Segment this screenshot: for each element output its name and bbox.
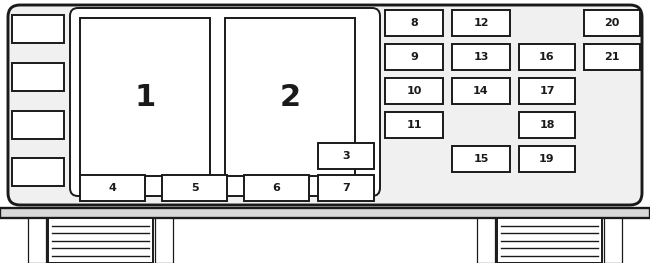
Bar xyxy=(162,175,227,201)
Bar xyxy=(48,218,153,263)
Bar xyxy=(477,218,495,263)
Bar xyxy=(80,18,210,176)
Text: 5: 5 xyxy=(190,183,198,193)
Bar xyxy=(497,218,602,263)
Text: 9: 9 xyxy=(410,52,418,62)
Text: 8: 8 xyxy=(410,18,418,28)
Text: 2: 2 xyxy=(280,83,300,112)
FancyBboxPatch shape xyxy=(8,5,642,205)
Bar xyxy=(452,44,510,70)
Bar xyxy=(519,112,575,138)
Text: 12: 12 xyxy=(473,18,489,28)
Bar xyxy=(519,146,575,172)
Text: 6: 6 xyxy=(272,183,280,193)
Bar xyxy=(0,208,650,218)
Text: 21: 21 xyxy=(604,52,619,62)
Bar xyxy=(452,146,510,172)
Bar xyxy=(385,10,443,36)
Text: 13: 13 xyxy=(473,52,489,62)
Text: 3: 3 xyxy=(342,151,350,161)
Bar xyxy=(244,175,309,201)
Bar xyxy=(452,10,510,36)
Bar xyxy=(80,175,145,201)
Text: 18: 18 xyxy=(540,120,554,130)
Text: 1: 1 xyxy=(135,83,155,112)
Bar xyxy=(155,218,173,263)
Text: 16: 16 xyxy=(540,52,555,62)
FancyBboxPatch shape xyxy=(70,8,380,196)
Text: 11: 11 xyxy=(406,120,422,130)
Bar xyxy=(28,218,46,263)
Text: 7: 7 xyxy=(342,183,350,193)
Bar xyxy=(584,10,640,36)
Text: 20: 20 xyxy=(604,18,619,28)
Bar xyxy=(12,158,64,186)
Bar xyxy=(225,18,355,176)
Bar xyxy=(12,111,64,139)
Bar xyxy=(519,44,575,70)
Bar xyxy=(385,78,443,104)
Text: 4: 4 xyxy=(109,183,116,193)
Bar xyxy=(385,112,443,138)
Bar xyxy=(318,143,374,169)
Text: 10: 10 xyxy=(406,86,422,96)
Text: 14: 14 xyxy=(473,86,489,96)
Bar xyxy=(318,175,374,201)
Bar xyxy=(584,44,640,70)
Text: 19: 19 xyxy=(540,154,555,164)
Text: 17: 17 xyxy=(540,86,554,96)
Bar xyxy=(385,44,443,70)
Bar xyxy=(519,78,575,104)
Bar xyxy=(12,63,64,91)
Text: 15: 15 xyxy=(473,154,489,164)
Bar xyxy=(604,218,622,263)
Bar xyxy=(12,15,64,43)
Bar xyxy=(452,78,510,104)
